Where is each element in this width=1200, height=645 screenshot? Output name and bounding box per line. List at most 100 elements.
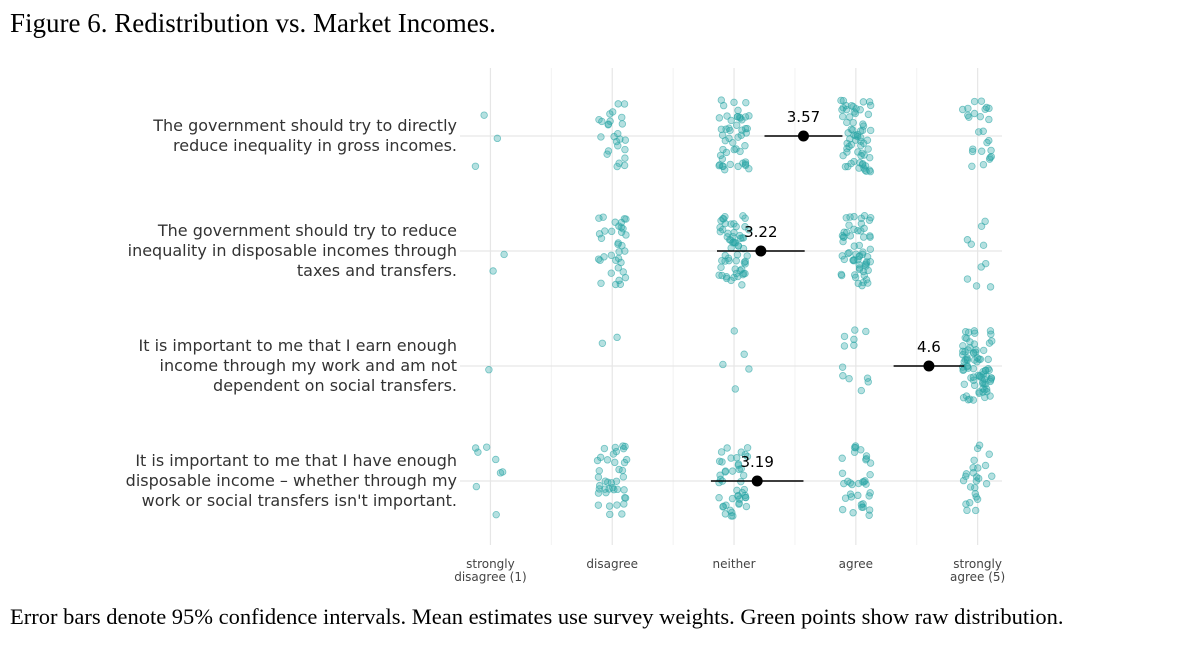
raw-point [866, 257, 874, 266]
raw-point [982, 366, 990, 375]
raw-point [722, 501, 730, 509]
raw-point [851, 271, 859, 279]
raw-point [619, 473, 628, 481]
raw-point [734, 162, 742, 171]
raw-point [842, 214, 850, 222]
raw-point [987, 146, 995, 155]
raw-point [863, 374, 872, 382]
raw-point [596, 453, 605, 462]
raw-point [730, 327, 738, 335]
raw-point [865, 166, 874, 174]
raw-point [972, 346, 980, 354]
raw-point [739, 471, 748, 480]
raw-point [610, 132, 618, 141]
raw-point [859, 98, 868, 106]
raw-point [866, 459, 875, 467]
raw-point [595, 485, 604, 493]
raw-point [617, 223, 626, 232]
raw-point [979, 346, 988, 355]
raw-point [594, 473, 603, 481]
raw-point [962, 472, 970, 481]
raw-point [741, 223, 749, 231]
raw-point [971, 329, 979, 337]
raw-point [500, 250, 508, 259]
raw-point [734, 492, 742, 500]
raw-point [839, 151, 847, 160]
raw-point [739, 212, 747, 220]
x-tick-label: disagree [586, 557, 639, 571]
raw-point [498, 468, 507, 476]
raw-point [987, 374, 996, 382]
raw-point [979, 379, 987, 388]
raw-point [976, 112, 985, 121]
raw-point [859, 159, 867, 168]
raw-point [973, 444, 982, 453]
raw-point [851, 443, 860, 452]
raw-point [848, 480, 856, 489]
raw-point [967, 374, 975, 382]
raw-point [732, 121, 741, 129]
raw-point [480, 111, 488, 119]
raw-point [970, 456, 978, 464]
raw-point [963, 275, 972, 283]
raw-point [963, 236, 972, 244]
raw-point [621, 154, 629, 162]
raw-point [985, 155, 994, 163]
raw-point [851, 326, 859, 334]
raw-point [471, 444, 480, 452]
raw-point [838, 112, 847, 121]
raw-point [838, 231, 847, 240]
raw-point [613, 485, 622, 494]
raw-point [482, 443, 491, 451]
raw-point [718, 162, 727, 170]
raw-point [718, 271, 726, 280]
raw-point [727, 454, 735, 462]
raw-point [727, 512, 736, 520]
raw-point [609, 450, 618, 458]
raw-point [974, 371, 982, 379]
raw-point [971, 484, 979, 492]
category-label: The government should try to directly re… [153, 116, 457, 155]
category-label: It is important to me that I have enough… [125, 451, 457, 510]
raw-point [845, 374, 853, 383]
raw-point [860, 271, 868, 280]
raw-point [860, 211, 869, 220]
raw-point [598, 339, 607, 347]
raw-point [615, 248, 623, 256]
mean-point [797, 130, 809, 142]
raw-point [741, 142, 749, 150]
raw-point [733, 486, 741, 495]
raw-point [838, 252, 846, 260]
raw-point [864, 279, 872, 287]
raw-point [614, 239, 622, 247]
raw-point [837, 96, 845, 105]
raw-point [974, 464, 982, 472]
raw-point [597, 133, 605, 141]
raw-point [850, 225, 858, 234]
raw-point [719, 215, 728, 223]
raw-point [492, 510, 500, 519]
raw-point [604, 121, 612, 129]
raw-point [485, 366, 493, 374]
raw-point [984, 355, 992, 364]
raw-point [621, 136, 630, 144]
raw-point [733, 454, 741, 462]
raw-point [861, 477, 869, 485]
raw-point [607, 269, 615, 277]
raw-point [613, 162, 621, 171]
raw-point [986, 283, 995, 291]
raw-point [611, 443, 620, 452]
mean-point [751, 475, 763, 487]
raw-point [968, 162, 976, 171]
raw-point [864, 110, 873, 119]
raw-point [857, 141, 865, 150]
raw-point [743, 444, 752, 452]
raw-point [862, 262, 870, 270]
raw-point [865, 506, 874, 514]
category-label: It is important to me that I earn enough… [138, 336, 457, 395]
raw-point [600, 444, 609, 453]
raw-point [866, 233, 874, 241]
raw-point [841, 162, 850, 171]
